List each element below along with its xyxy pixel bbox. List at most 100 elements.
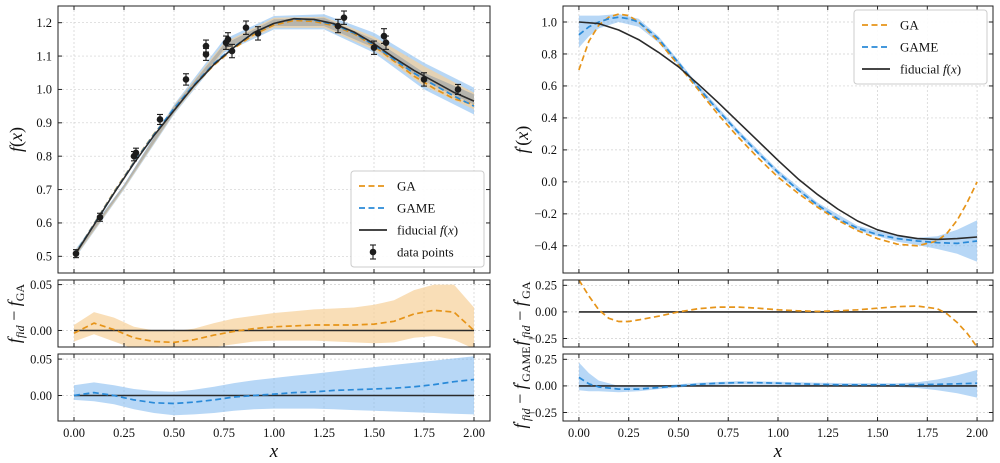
x-tick-label: 0.50 xyxy=(163,426,185,440)
series-ga-line xyxy=(73,19,475,257)
legend-item: fiducial f(x) xyxy=(862,62,961,77)
panel-f-main: 0.5 0.6 0.7 0.8 0.9 1.0 1.1 1.2 f(x) GA GAME fiduci… xyxy=(6,5,491,274)
data-marker xyxy=(156,116,164,123)
ticks xyxy=(563,354,993,421)
series-game-line xyxy=(578,16,978,245)
grid-lines xyxy=(563,280,993,347)
legend-item: GA xyxy=(359,179,416,194)
legend-item: GA xyxy=(862,18,919,33)
x-tick-label: 1.50 xyxy=(363,426,385,440)
legend-label: fiducial f(x) xyxy=(397,223,458,238)
ticks xyxy=(563,280,993,347)
band-game-band xyxy=(74,356,474,416)
y-tick-label: 0.6 xyxy=(541,79,557,93)
legend: GA GAME fiducial f(x) xyxy=(853,9,988,85)
plot-area xyxy=(73,356,475,416)
y-tick-label: 0.25 xyxy=(535,353,557,367)
data-point xyxy=(132,147,140,159)
data-point xyxy=(382,35,390,50)
data-marker xyxy=(132,149,140,157)
data-marker xyxy=(182,76,190,83)
data-point xyxy=(334,18,342,34)
x-tick-label: 1.25 xyxy=(817,426,839,440)
x-tick-label: 0.25 xyxy=(618,426,640,440)
x-tick-label: 0.00 xyxy=(63,426,85,440)
y-tick-label: 1.1 xyxy=(36,49,52,63)
y-tick-label: 0.25 xyxy=(535,279,557,293)
y-tick-label: 0.05 xyxy=(30,352,52,366)
x-tick-label: 2.00 xyxy=(463,426,485,440)
legend-marker xyxy=(369,248,377,256)
series-ga-line xyxy=(578,280,978,347)
series-game-line xyxy=(578,376,978,390)
y-tick-label: 0.00 xyxy=(30,389,52,403)
y-tick-label: 0.00 xyxy=(535,379,557,393)
y-tick-label: 0.8 xyxy=(36,149,52,163)
data-point xyxy=(340,10,348,25)
band-ga-band xyxy=(74,284,474,347)
data-marker xyxy=(228,47,236,55)
legend-box xyxy=(853,9,988,85)
data-marker xyxy=(96,213,104,221)
data-point xyxy=(182,73,190,86)
y-tick-label: 1.0 xyxy=(541,15,557,29)
legend-item: GAME xyxy=(862,40,938,55)
data-marker xyxy=(370,44,378,52)
data-marker xyxy=(202,42,210,50)
y-tick-label: 0.0 xyxy=(541,175,557,189)
plot-area xyxy=(72,10,475,260)
data-marker xyxy=(72,250,80,257)
plot-area xyxy=(578,13,978,262)
plot-area xyxy=(578,280,978,347)
y-tick-label: −0.25 xyxy=(528,406,557,420)
x-tick-label: 1.00 xyxy=(767,426,789,440)
legend-label: GAME xyxy=(397,201,435,216)
panel-fprime-residual-game: −0.25 0.00 0.25 0.00 0.25 0.50 0.75 1.00 1.25 1.5… xyxy=(510,346,994,462)
x-tick-label: 1.25 xyxy=(313,426,335,440)
panel-f-residual-game: 0.00 0.05 0.00 0.25 0.50 0.75 1.00 1.25 1.50 1.75… xyxy=(30,352,491,462)
band-game-band xyxy=(578,14,978,262)
x-tick-label: 1.75 xyxy=(916,426,938,440)
y-tick-label: 0.5 xyxy=(36,250,52,264)
data-marker xyxy=(254,30,262,37)
y-tick-label: −0.4 xyxy=(534,239,557,253)
x-tick-label: 1.75 xyxy=(413,426,435,440)
x-tick-label: 1.00 xyxy=(263,426,285,440)
series-game-line xyxy=(73,378,475,405)
y-axis-label: f(x) xyxy=(6,127,27,152)
x-tick-label: 0.00 xyxy=(568,426,590,440)
series-ga-line xyxy=(73,309,475,344)
legend-box xyxy=(350,170,485,268)
data-point xyxy=(254,26,262,41)
data-point xyxy=(370,40,378,55)
series-ga-line xyxy=(578,13,978,247)
x-tick-label: 0.75 xyxy=(717,426,739,440)
ticks xyxy=(58,6,490,273)
data-marker xyxy=(224,36,232,43)
y-axis-label: ffid − fGA xyxy=(4,284,27,344)
y-tick-label: 0.05 xyxy=(30,278,52,292)
series-game-line xyxy=(73,18,475,257)
y-tick-label: −0.2 xyxy=(534,207,557,221)
y-tick-label: −0.25 xyxy=(528,332,557,346)
y-tick-label: 0.2 xyxy=(541,143,557,157)
y-tick-label: 1.0 xyxy=(36,83,52,97)
legend-label: data points xyxy=(397,245,454,260)
y-tick-label: 0.9 xyxy=(36,116,52,130)
data-marker xyxy=(382,39,390,47)
panel-fprime-main: −0.4 −0.2 0.0 0.2 0.4 0.6 0.8 1.0 f′(x) GA GAME fid… xyxy=(511,5,994,274)
y-axis-label: f′fid − f′GA xyxy=(510,281,533,345)
legend: GA GAME fiducial f(x) data points xyxy=(350,170,485,268)
data-marker xyxy=(454,86,462,93)
x-axis-label: x xyxy=(773,441,783,462)
x-tick-label: 0.75 xyxy=(213,426,235,440)
series-fiducial-line xyxy=(73,17,475,257)
legend-item: fiducial f(x) xyxy=(359,223,458,238)
x-tick-label: 0.50 xyxy=(668,426,690,440)
x-tick-label: 2.00 xyxy=(966,426,988,440)
x-tick-label: 1.50 xyxy=(867,426,889,440)
y-tick-label: 0.6 xyxy=(36,216,52,230)
y-tick-label: 0.00 xyxy=(30,324,52,338)
